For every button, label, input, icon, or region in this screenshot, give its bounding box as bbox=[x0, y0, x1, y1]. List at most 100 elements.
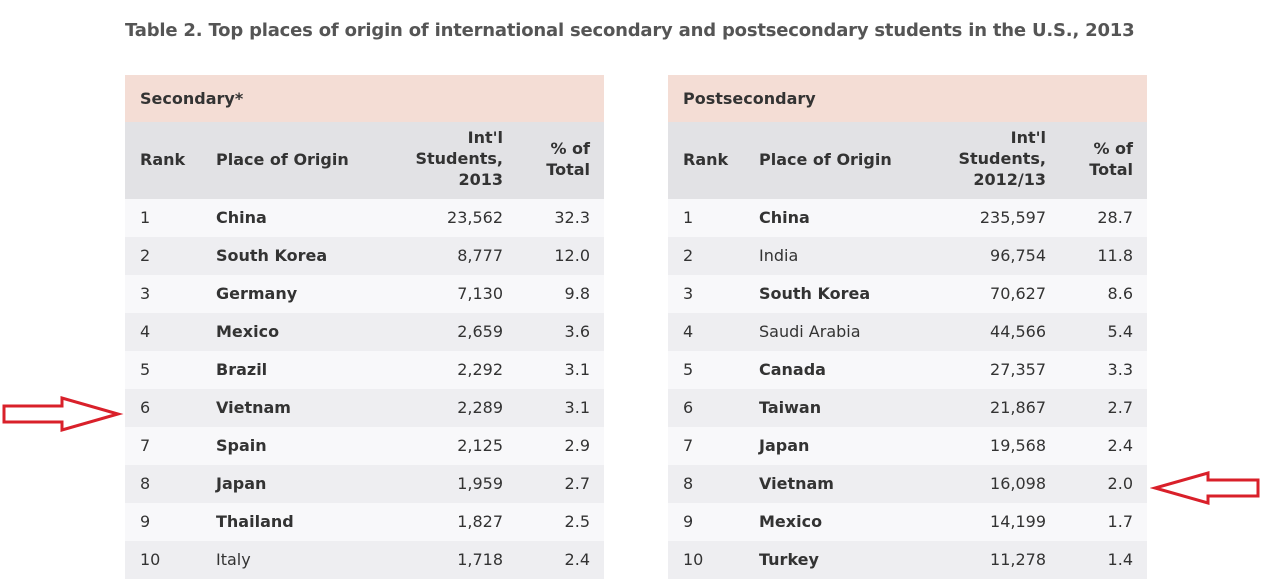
pct-cell: 2.4 bbox=[564, 550, 590, 569]
students-cell: 44,566 bbox=[990, 322, 1046, 341]
header-place: Place of Origin bbox=[759, 150, 892, 169]
students-cell: 27,357 bbox=[990, 360, 1046, 379]
students-cell: 235,597 bbox=[979, 208, 1046, 227]
secondary-table: Secondary* Rank Place of Origin Int'l St… bbox=[125, 75, 604, 579]
table-row: 10 Italy 1,718 2.4 bbox=[125, 541, 604, 579]
pct-cell: 3.6 bbox=[564, 322, 590, 341]
table-row: 5 Brazil 2,292 3.1 bbox=[125, 351, 604, 389]
place-cell: South Korea bbox=[216, 246, 328, 265]
place-cell: Germany bbox=[216, 284, 298, 303]
place-cell: Mexico bbox=[216, 322, 280, 341]
students-cell: 23,562 bbox=[447, 208, 503, 227]
header-place: Place of Origin bbox=[216, 150, 349, 169]
students-cell: 2,125 bbox=[457, 436, 503, 455]
students-cell: 16,098 bbox=[990, 474, 1046, 493]
left-arrow-icon bbox=[1150, 471, 1260, 505]
table-row: 6 Taiwan 21,867 2.7 bbox=[668, 389, 1147, 427]
rank-cell: 4 bbox=[683, 322, 694, 341]
header-students: Int'l Students, 2013 bbox=[415, 128, 503, 189]
table-row: 10 Turkey 11,278 1.4 bbox=[668, 541, 1147, 579]
rank-cell: 3 bbox=[140, 284, 151, 303]
place-cell: Spain bbox=[216, 436, 267, 455]
section-header: Postsecondary bbox=[668, 75, 1147, 122]
rank-cell: 10 bbox=[140, 550, 161, 569]
section-header: Secondary* bbox=[125, 75, 604, 122]
place-cell: Thailand bbox=[216, 512, 294, 531]
rank-cell: 8 bbox=[683, 474, 694, 493]
table-row: 9 Mexico 14,199 1.7 bbox=[668, 503, 1147, 541]
pct-cell: 2.4 bbox=[1107, 436, 1133, 455]
students-cell: 1,959 bbox=[457, 474, 503, 493]
rank-cell: 3 bbox=[683, 284, 694, 303]
pct-cell: 8.6 bbox=[1107, 284, 1133, 303]
table-body: 1 China 23,562 32.3 2 South Korea 8,777 12.0 3 Ge… bbox=[125, 199, 604, 579]
rank-cell: 5 bbox=[140, 360, 151, 379]
pct-cell: 1.4 bbox=[1107, 550, 1133, 569]
rank-cell: 8 bbox=[140, 474, 151, 493]
pct-cell: 1.7 bbox=[1107, 512, 1133, 531]
header-pct: % of Total bbox=[1089, 139, 1133, 179]
pct-cell: 2.5 bbox=[564, 512, 590, 531]
pct-cell: 2.0 bbox=[1107, 474, 1133, 493]
table-title: Table 2. Top places of origin of interna… bbox=[125, 20, 1135, 41]
place-cell: India bbox=[759, 246, 799, 265]
pct-cell: 3.1 bbox=[564, 398, 590, 417]
place-cell: Turkey bbox=[759, 550, 819, 569]
pct-cell: 12.0 bbox=[554, 246, 590, 265]
pct-cell: 2.9 bbox=[564, 436, 590, 455]
rank-cell: 5 bbox=[683, 360, 694, 379]
column-header-row: Rank Place of Origin Int'l Students, 201… bbox=[125, 122, 604, 199]
pct-cell: 28.7 bbox=[1097, 208, 1133, 227]
place-cell: Canada bbox=[759, 360, 826, 379]
students-cell: 19,568 bbox=[990, 436, 1046, 455]
place-cell: Mexico bbox=[759, 512, 823, 531]
rank-cell: 9 bbox=[683, 512, 694, 531]
place-cell: Japan bbox=[759, 436, 810, 455]
place-cell: Japan bbox=[216, 474, 267, 493]
students-cell: 7,130 bbox=[457, 284, 503, 303]
table-row: 4 Saudi Arabia 44,566 5.4 bbox=[668, 313, 1147, 351]
students-cell: 11,278 bbox=[990, 550, 1046, 569]
pct-cell: 5.4 bbox=[1107, 322, 1133, 341]
rank-cell: 1 bbox=[683, 208, 694, 227]
students-cell: 2,292 bbox=[457, 360, 503, 379]
table-row: 7 Japan 19,568 2.4 bbox=[668, 427, 1147, 465]
column-header-row: Rank Place of Origin Int'l Students, 201… bbox=[668, 122, 1147, 199]
rank-cell: 2 bbox=[140, 246, 151, 265]
students-cell: 8,777 bbox=[457, 246, 503, 265]
table-row: 1 China 235,597 28.7 bbox=[668, 199, 1147, 237]
place-cell: Vietnam bbox=[216, 398, 291, 417]
place-cell: Taiwan bbox=[759, 398, 822, 417]
rank-cell: 2 bbox=[683, 246, 694, 265]
table-row: 9 Thailand 1,827 2.5 bbox=[125, 503, 604, 541]
students-cell: 1,718 bbox=[457, 550, 503, 569]
pct-cell: 11.8 bbox=[1097, 246, 1133, 265]
table-row: 2 India 96,754 11.8 bbox=[668, 237, 1147, 275]
place-cell: China bbox=[759, 208, 810, 227]
place-cell: Saudi Arabia bbox=[759, 322, 861, 341]
header-rank: Rank bbox=[140, 150, 186, 169]
table-row: 1 China 23,562 32.3 bbox=[125, 199, 604, 237]
place-cell: Vietnam bbox=[759, 474, 834, 493]
table-row: 2 South Korea 8,777 12.0 bbox=[125, 237, 604, 275]
students-cell: 2,659 bbox=[457, 322, 503, 341]
rank-cell: 6 bbox=[140, 398, 151, 417]
rank-cell: 7 bbox=[140, 436, 151, 455]
place-cell: China bbox=[216, 208, 267, 227]
students-cell: 21,867 bbox=[990, 398, 1046, 417]
rank-cell: 9 bbox=[140, 512, 151, 531]
students-cell: 2,289 bbox=[457, 398, 503, 417]
rank-cell: 7 bbox=[683, 436, 694, 455]
pct-cell: 32.3 bbox=[554, 208, 590, 227]
rank-cell: 10 bbox=[683, 550, 704, 569]
pct-cell: 9.8 bbox=[564, 284, 590, 303]
table-row: 6 Vietnam 2,289 3.1 bbox=[125, 389, 604, 427]
table-row: 8 Vietnam 16,098 2.0 bbox=[668, 465, 1147, 503]
table-row: 5 Canada 27,357 3.3 bbox=[668, 351, 1147, 389]
table-body: 1 China 235,597 28.7 2 India 96,754 11.8 3 South … bbox=[668, 199, 1147, 579]
pct-cell: 2.7 bbox=[1107, 398, 1133, 417]
right-arrow-icon bbox=[2, 396, 124, 432]
pct-cell: 2.7 bbox=[564, 474, 590, 493]
postsecondary-table: Postsecondary Rank Place of Origin Int'l… bbox=[668, 75, 1147, 579]
rank-cell: 6 bbox=[683, 398, 694, 417]
